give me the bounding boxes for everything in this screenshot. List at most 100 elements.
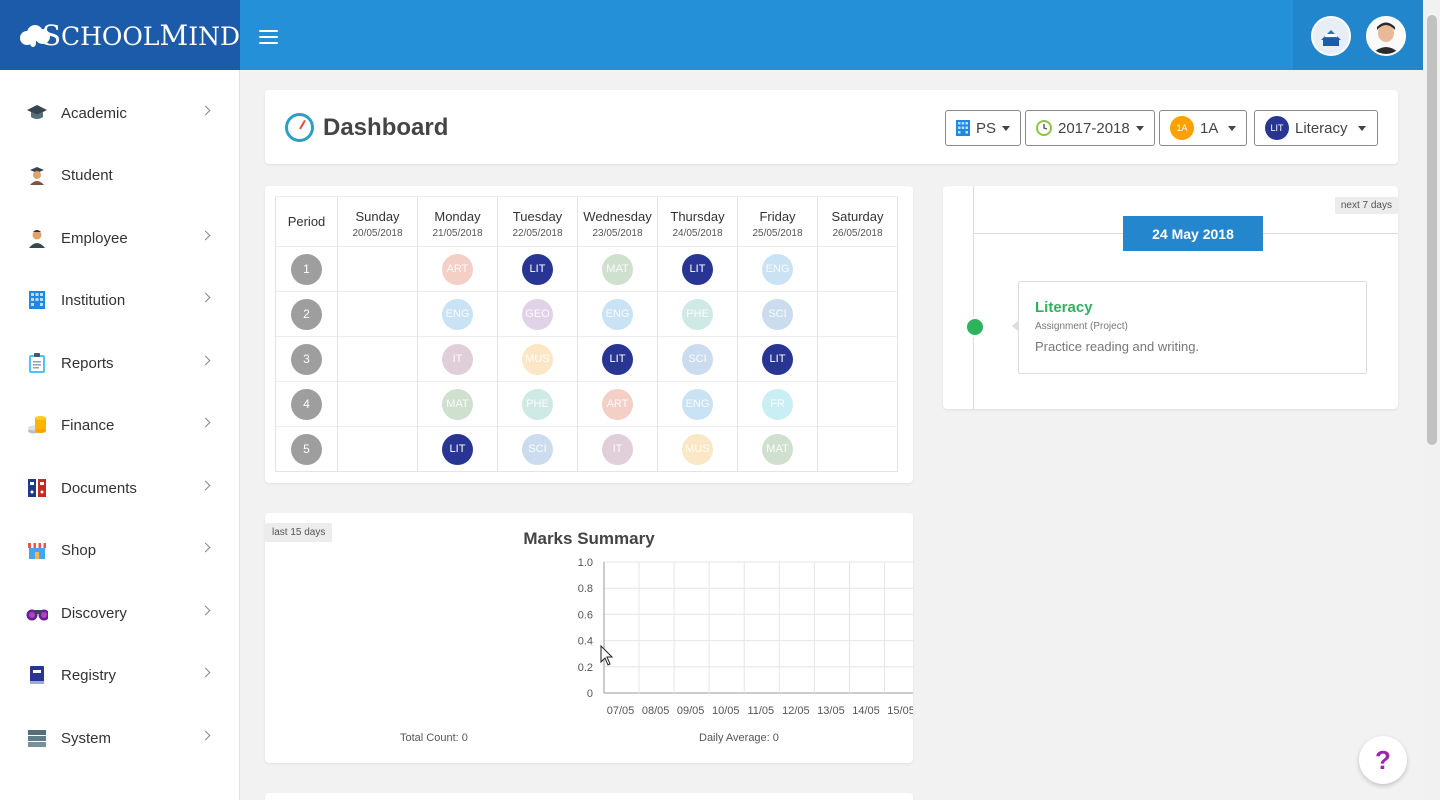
day-date: 20/05/2018 (352, 227, 403, 239)
timetable-cell: MUS (657, 426, 738, 472)
sidebar-item-institution[interactable]: Institution (0, 275, 239, 325)
subject-badge[interactable]: LIT (602, 343, 633, 375)
subject-select[interactable]: LIT Literacy (1254, 110, 1378, 146)
sidebar-item-system[interactable]: System (0, 713, 239, 763)
period-cell: 3 (275, 336, 338, 382)
brand-name: SCHOOLMIND (41, 18, 240, 52)
day-header-tuesday: Tuesday 22/05/2018 (497, 196, 578, 247)
table-row: 1 ART LIT MAT LIT ENG (275, 246, 898, 292)
clock-icon (1036, 120, 1052, 136)
y-tick-label: 0.8 (578, 583, 593, 595)
subject-badge[interactable]: ART (602, 388, 633, 420)
y-tick-label: 0 (587, 688, 593, 700)
subject-badge[interactable]: ENG (442, 298, 473, 330)
day-header-saturday: Saturday 26/05/2018 (817, 196, 898, 247)
chevron-right-icon (200, 605, 211, 616)
chevron-right-icon (200, 480, 211, 491)
subject-badge[interactable]: IT (442, 343, 473, 375)
subject-badge[interactable]: MUS (522, 343, 553, 375)
sidebar-item-academic[interactable]: Academic (0, 88, 239, 138)
next-panel (265, 793, 913, 800)
subject-badge[interactable]: ENG (682, 388, 713, 420)
sidebar-item-registry[interactable]: Registry (0, 650, 239, 700)
subject-badge[interactable]: PHE (522, 388, 553, 420)
subject-badge[interactable]: LIT (762, 343, 793, 375)
chevron-right-icon (200, 542, 211, 553)
subject-badge[interactable]: GEO (522, 298, 553, 330)
school-logo-icon[interactable] (1311, 16, 1351, 56)
clipboard-icon (26, 352, 48, 374)
chart-title: Marks Summary (523, 529, 655, 548)
subject-badge[interactable]: ENG (762, 253, 793, 285)
timetable-cell: FR (737, 381, 818, 427)
school-select[interactable]: PS (945, 110, 1022, 146)
period-header: Period (275, 196, 338, 247)
server-icon (26, 727, 48, 749)
sidebar-item-employee[interactable]: Employee (0, 213, 239, 263)
period-number: 5 (291, 433, 322, 465)
subject-badge[interactable]: LIT (442, 433, 473, 465)
timetable-cell: ART (577, 381, 658, 427)
chevron-right-icon (200, 417, 211, 428)
day-date: 22/05/2018 (512, 227, 563, 239)
day-date: 26/05/2018 (832, 227, 883, 239)
period-cell: 4 (275, 381, 338, 427)
subject-badge[interactable]: SCI (522, 433, 553, 465)
subject-badge[interactable]: PHE (682, 298, 713, 330)
graduation-cap-icon (26, 102, 48, 124)
subject-badge[interactable]: LIT (522, 253, 553, 285)
subject-badge[interactable]: SCI (682, 343, 713, 375)
chevron-right-icon (200, 105, 211, 116)
sidebar-item-label: Academic (61, 104, 127, 122)
sidebar-item-label: System (61, 729, 112, 747)
x-tick-label: 07/05 (607, 705, 635, 717)
menu-toggle-icon[interactable] (259, 30, 278, 45)
subject-badge[interactable]: ENG (602, 298, 633, 330)
scrollbar-thumb[interactable] (1427, 15, 1437, 445)
subject-badge[interactable]: IT (602, 433, 633, 465)
subject-badge[interactable]: MAT (442, 388, 473, 420)
day-name: Friday (759, 208, 796, 224)
timetable-panel: Period Sunday 20/05/2018 Monday 21/05/2018 T… (265, 186, 913, 483)
sidebar-item-label: Institution (61, 291, 126, 309)
sidebar-item-reports[interactable]: Reports (0, 338, 239, 388)
timeline-event-card[interactable]: Literacy Assignment (Project) Practice r… (1012, 281, 1367, 374)
sidebar-item-shop[interactable]: Shop (0, 525, 239, 575)
sidebar-item-student[interactable]: Student (0, 150, 239, 200)
class-select[interactable]: 1A 1A (1159, 110, 1248, 146)
sidebar-item-discovery[interactable]: Discovery (0, 588, 239, 638)
subject-badge[interactable]: SCI (762, 298, 793, 330)
sidebar-item-label: Employee (61, 229, 128, 247)
help-button[interactable]: ? (1359, 736, 1407, 784)
marks-summary-panel: 1.0 0.8 0.6 0.4 0.2 0 07/05 08/05 09/05 10/05 11/0… (265, 513, 913, 763)
subject-badge[interactable]: MAT (602, 253, 633, 285)
subject-badge[interactable]: MUS (682, 433, 713, 465)
period-number: 2 (291, 298, 322, 330)
subject-badge[interactable]: LIT (682, 253, 713, 285)
subject-badge[interactable]: MAT (762, 433, 793, 465)
timeline-date-badge: 24 May 2018 (1123, 216, 1263, 251)
page-title: Dashboard (323, 114, 449, 141)
class-select-value: 1A (1200, 119, 1219, 137)
table-row: 5 LIT SCI IT MUS MAT (275, 426, 898, 472)
event-type: Assignment (Project) (1035, 321, 1128, 332)
table-row: 3 IT MUS LIT SCI LIT (275, 336, 898, 382)
timeline-panel: next 7 days 24 May 2018 Literacy Assignm… (943, 186, 1398, 409)
subject-badge[interactable]: ART (442, 253, 473, 285)
timetable-cell: LIT (577, 336, 658, 382)
caret-down-icon (1002, 125, 1011, 131)
sidebar-item-finance[interactable]: Finance (0, 400, 239, 450)
year-select[interactable]: 2017-2018 (1025, 110, 1155, 146)
marks-summary-chart: 1.0 0.8 0.6 0.4 0.2 0 07/05 08/05 09/05 10/05 11/0… (578, 557, 913, 717)
year-select-value: 2017-2018 (1058, 119, 1130, 137)
day-name: Saturday (831, 208, 884, 224)
timetable-cell: PHE (497, 381, 578, 427)
brand-logo[interactable]: SCHOOLMIND (0, 0, 240, 70)
timetable-cell (337, 336, 418, 382)
speedometer-icon (285, 113, 314, 142)
sidebar-item-documents[interactable]: Documents (0, 463, 239, 513)
subject-badge[interactable]: FR (762, 388, 793, 420)
timetable-cell: MAT (417, 381, 498, 427)
user-avatar[interactable] (1366, 16, 1406, 56)
page-scrollbar[interactable] (1423, 0, 1440, 800)
